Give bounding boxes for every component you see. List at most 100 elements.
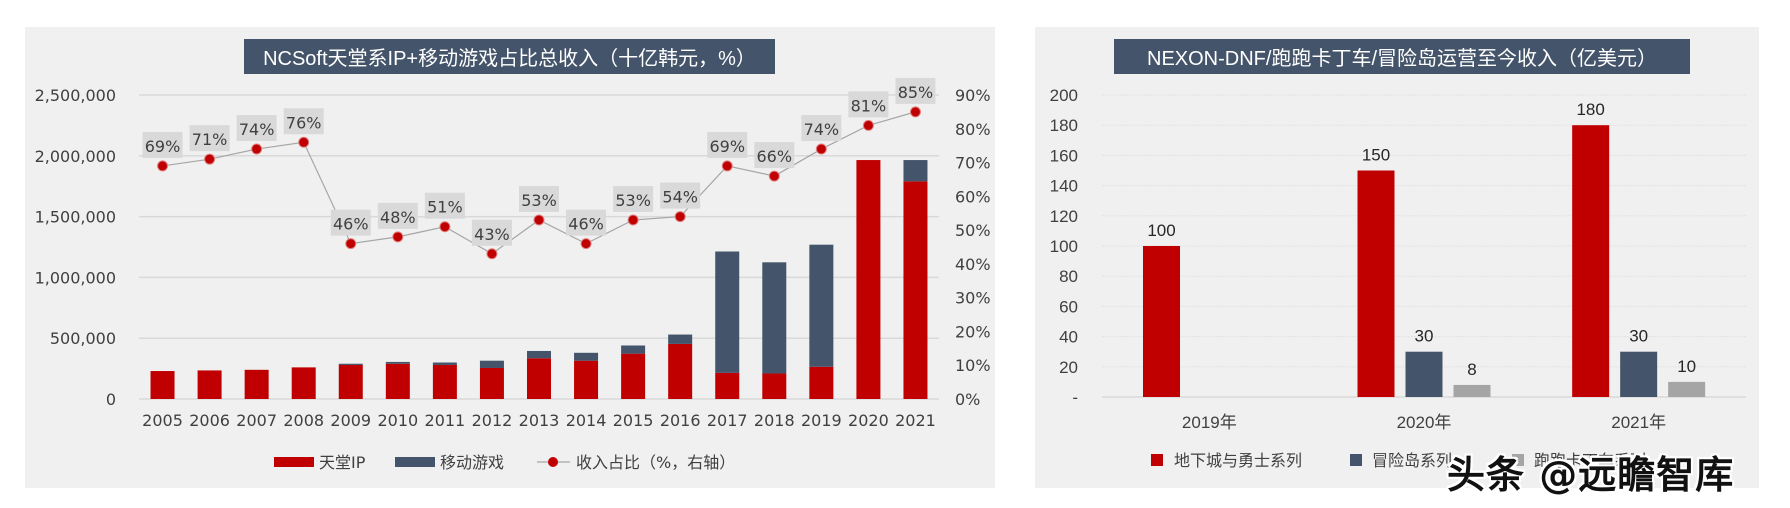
- bar-tiantang-ip: [197, 370, 222, 399]
- bar-mobile-games: [668, 334, 693, 344]
- y2-tick-label: 30%: [955, 289, 991, 308]
- y2-tick-label: 70%: [955, 154, 991, 173]
- data-label-bg: [142, 131, 183, 158]
- x-tick-label: 2017: [707, 411, 748, 430]
- x-tick-label: 2010: [377, 411, 418, 430]
- y-tick-label: -: [1072, 388, 1078, 407]
- y-tick-label: 2,000,000: [35, 147, 116, 166]
- x-tick-label: 2015: [613, 411, 654, 430]
- x-tick-label: 2008: [283, 411, 324, 430]
- y-tick-label: 1,500,000: [35, 208, 116, 227]
- watermark: 头条 @远瞻智库: [1447, 453, 1735, 497]
- revenue-share-point: [298, 136, 310, 148]
- bar-tiantang-ip: [903, 181, 928, 399]
- y2-tick-label: 90%: [955, 86, 991, 105]
- bar-dnf: [1143, 246, 1180, 397]
- data-label-bg: [848, 91, 889, 118]
- revenue-share-point: [157, 160, 169, 172]
- legend-label: 跑跑卡丁车系列: [1534, 451, 1646, 470]
- y-tick-label: 180: [1050, 116, 1078, 135]
- data-label: 46%: [333, 215, 369, 234]
- legend-label: 移动游戏: [440, 453, 504, 472]
- legend-swatch-mobile-games: [395, 457, 435, 467]
- bar-dnf: [1572, 125, 1610, 397]
- y2-tick-label: 10%: [955, 356, 991, 375]
- y-tick-label: 40: [1059, 328, 1078, 347]
- bar-tiantang-ip: [432, 364, 457, 399]
- bar-mobile-games: [762, 262, 787, 374]
- revenue-share-point: [533, 214, 545, 226]
- bar-tiantang-ip: [856, 160, 881, 399]
- legend-label: 冒险岛系列: [1372, 451, 1452, 470]
- x-tick-label: 2021: [895, 411, 936, 430]
- x-tick-label: 2011: [425, 411, 466, 430]
- data-label-bg: [566, 209, 607, 236]
- revenue-share-point: [392, 231, 404, 243]
- legend-swatch-kartrider: [1512, 454, 1524, 466]
- revenue-share-point: [909, 106, 921, 118]
- x-tick-label: 2005: [142, 411, 183, 430]
- y2-tick-label: 20%: [955, 322, 991, 341]
- data-label: 30: [1415, 327, 1434, 346]
- legend-label: 地下城与勇士系列: [1174, 451, 1302, 470]
- x-tick-label: 2021年: [1611, 413, 1666, 432]
- y2-tick-label: 40%: [955, 255, 991, 274]
- legend-marker: [548, 457, 558, 467]
- legend-label: 收入占比（%，右轴）: [576, 453, 735, 472]
- bar-mobile-games: [809, 244, 834, 367]
- y-tick-label: 80: [1059, 267, 1078, 286]
- bar-tiantang-ip: [809, 366, 834, 399]
- data-label-bg: [895, 77, 936, 104]
- data-label: 81%: [851, 96, 887, 115]
- data-label: 30: [1629, 327, 1648, 346]
- legend-label: 天堂IP: [319, 453, 366, 472]
- x-tick-label: 2012: [472, 411, 513, 430]
- x-tick-label: 2020年: [1397, 413, 1452, 432]
- data-label: 100: [1147, 221, 1175, 240]
- revenue-share-point: [768, 170, 780, 182]
- x-tick-label: 2013: [519, 411, 560, 430]
- revenue-share-point: [251, 143, 263, 155]
- data-label: 180: [1576, 100, 1604, 119]
- bar-dnf: [1357, 170, 1395, 397]
- data-label: 48%: [380, 208, 416, 227]
- x-tick-label: 2020: [848, 411, 889, 430]
- data-label-bg: [236, 115, 277, 142]
- y-tick-label: 1,000,000: [35, 268, 116, 287]
- y-tick-label: 60: [1059, 297, 1078, 316]
- data-label: 8: [1467, 360, 1476, 379]
- y-tick-label: 20: [1059, 358, 1078, 377]
- x-tick-label: 2016: [660, 411, 701, 430]
- revenue-share-point: [815, 143, 827, 155]
- data-label-bg: [801, 115, 842, 142]
- data-label: 69%: [145, 137, 181, 156]
- x-tick-label: 2006: [189, 411, 230, 430]
- y-tick-label: 100: [1050, 237, 1078, 256]
- revenue-share-point: [439, 221, 451, 233]
- data-label-bg: [189, 125, 230, 152]
- data-label: 54%: [662, 188, 698, 207]
- bar-tiantang-ip: [527, 358, 551, 399]
- data-label: 69%: [709, 137, 745, 156]
- y2-tick-label: 80%: [955, 120, 991, 139]
- y2-tick-label: 0%: [955, 390, 980, 409]
- data-label-bg: [660, 182, 701, 209]
- bar-kartrider: [1453, 384, 1491, 397]
- data-label: 46%: [568, 215, 604, 234]
- data-label: 66%: [757, 147, 793, 166]
- bar-tiantang-ip: [479, 367, 504, 399]
- bar-mobile-games: [479, 360, 504, 368]
- revenue-share-point: [204, 153, 216, 165]
- data-label-bg: [519, 185, 559, 212]
- y-tick-label: 0: [106, 390, 116, 409]
- y2-tick-label: 50%: [955, 221, 991, 240]
- bar-tiantang-ip: [715, 372, 740, 399]
- data-label-bg: [330, 209, 371, 236]
- revenue-share-point: [486, 248, 498, 260]
- bar-maplestory: [1620, 351, 1658, 397]
- data-label: 53%: [521, 191, 557, 210]
- bar-tiantang-ip: [574, 360, 599, 399]
- bar-mobile-games: [574, 352, 599, 361]
- revenue-share-point: [721, 160, 733, 172]
- data-label: 150: [1362, 146, 1390, 165]
